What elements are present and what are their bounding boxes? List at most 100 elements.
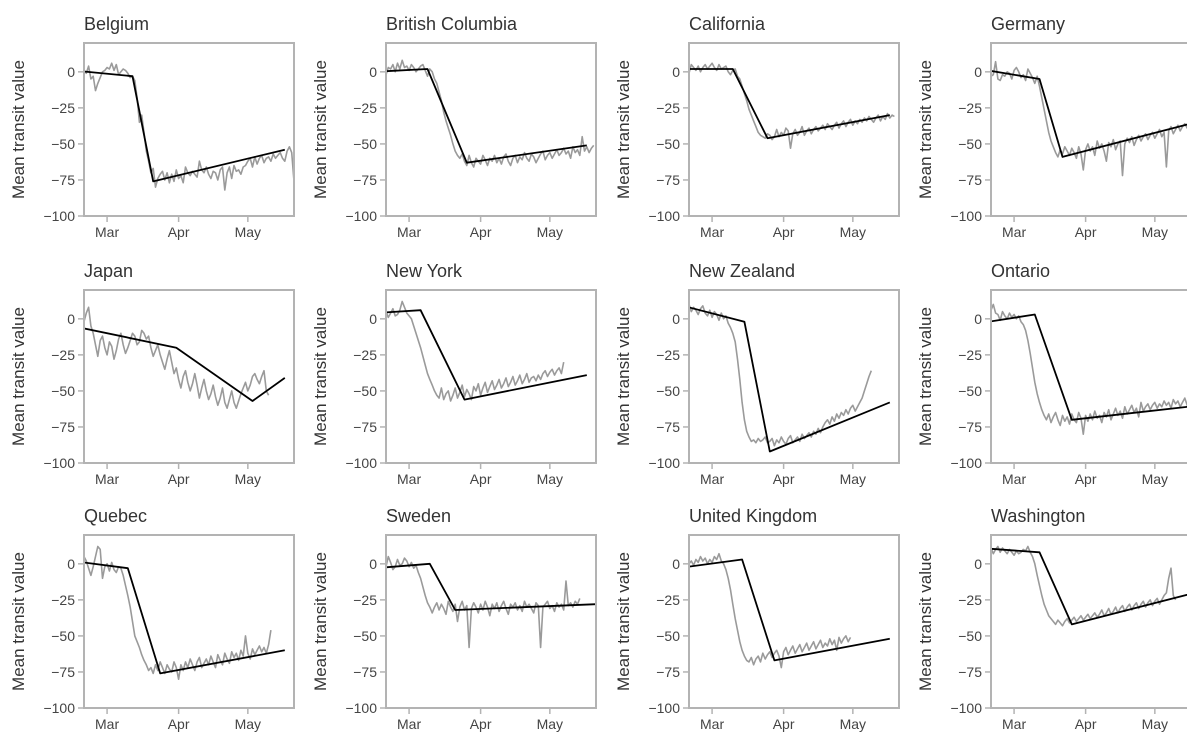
x-tick-label: Apr (1075, 716, 1097, 732)
x-tick-label: Apr (773, 716, 795, 732)
y-tick-label: −75 (656, 172, 680, 188)
x-tick-label: Mar (95, 716, 119, 732)
y-tick-label: −50 (656, 628, 680, 644)
y-tick-label: −100 (345, 700, 377, 716)
y-tick-label: −75 (353, 419, 377, 435)
y-tick-label: −25 (51, 592, 75, 608)
panel-title: Quebec (84, 506, 147, 526)
raw-series-line (991, 545, 1177, 627)
y-tick-label: 0 (67, 556, 75, 572)
x-tick-label: Mar (95, 471, 119, 487)
y-axis-label: Mean transit value (614, 60, 633, 199)
y-tick-label: −75 (51, 172, 75, 188)
x-tick-label: May (235, 716, 261, 732)
facet-panel: United Kingdom Mean transit value 0 −25 −50 −… (614, 506, 900, 732)
panel-frame (83, 42, 295, 217)
facet-panel: California Mean transit value 0 −25 −50 −75 −1… (614, 14, 900, 240)
y-tick-label: 0 (369, 64, 377, 80)
x-tick-label: Mar (95, 224, 119, 240)
x-tick-label: Apr (168, 224, 190, 240)
x-tick-label: Mar (700, 716, 724, 732)
panel-title: New Zealand (689, 261, 795, 281)
x-tick-label: May (840, 224, 866, 240)
fit-series-line (991, 313, 1187, 421)
x-tick-label: Mar (1002, 716, 1026, 732)
panel-title: California (689, 14, 766, 34)
y-tick-label: −50 (958, 383, 982, 399)
fit-series-line (84, 561, 285, 675)
x-tick-label: May (1142, 471, 1168, 487)
fit-series-line (689, 68, 890, 140)
fit-series-line (991, 70, 1187, 158)
y-tick-label: 0 (67, 64, 75, 80)
raw-series-line (991, 303, 1187, 436)
y-tick-label: 0 (974, 64, 982, 80)
panel-frame (385, 534, 597, 709)
raw-series-line (84, 62, 294, 191)
y-tick-label: −50 (656, 136, 680, 152)
y-tick-label: −75 (353, 664, 377, 680)
facet-panel: Japan Mean transit value 0 −25 −50 −75 −100 Mar… (9, 261, 295, 487)
y-tick-label: 0 (369, 311, 377, 327)
y-tick-label: 0 (672, 556, 680, 572)
panel-frame (688, 289, 900, 464)
x-tick-label: May (1142, 224, 1168, 240)
raw-series-line (84, 306, 270, 410)
y-tick-label: −100 (345, 208, 377, 224)
y-tick-label: −25 (958, 100, 982, 116)
panel-frame (990, 289, 1187, 464)
fit-series-line (84, 327, 286, 402)
raw-series-line (991, 60, 1187, 177)
fit-series-line (689, 306, 891, 453)
y-tick-label: −25 (656, 100, 680, 116)
y-tick-label: −75 (958, 172, 982, 188)
facet-panel: Sweden Mean transit value 0 −25 −50 −75 −100 Ma… (311, 506, 597, 732)
y-tick-label: 0 (974, 556, 982, 572)
x-tick-label: Mar (397, 224, 421, 240)
raw-series-line (689, 552, 852, 669)
y-tick-label: −25 (656, 592, 680, 608)
y-tick-label: −25 (51, 100, 75, 116)
panel-frame (83, 534, 295, 709)
y-axis-label: Mean transit value (614, 552, 633, 691)
fit-series-line (386, 562, 596, 611)
x-tick-label: Apr (773, 471, 795, 487)
y-tick-label: −100 (648, 700, 680, 716)
x-tick-label: Apr (773, 224, 795, 240)
y-tick-label: −50 (958, 136, 982, 152)
x-tick-label: Mar (1002, 471, 1026, 487)
x-tick-label: Mar (397, 716, 421, 732)
y-tick-label: −25 (958, 592, 982, 608)
x-tick-label: May (1142, 716, 1168, 732)
fit-series-line (689, 558, 890, 662)
y-tick-label: −25 (353, 100, 377, 116)
panel-title: Sweden (386, 506, 451, 526)
y-tick-label: −25 (353, 347, 377, 363)
x-tick-label: May (840, 716, 866, 732)
y-tick-label: −25 (51, 347, 75, 363)
panel-title: Belgium (84, 14, 149, 34)
facet-panel: New Zealand Mean transit value 0 −25 −50 −75 −… (614, 261, 900, 487)
facet-panel: New York Mean transit value 0 −25 −50 −75 −100… (311, 261, 597, 487)
raw-series-line (689, 303, 873, 447)
y-axis-label: Mean transit value (311, 552, 330, 691)
panel-title: Japan (84, 261, 133, 281)
y-tick-label: −100 (648, 455, 680, 471)
facet-panel: Washington Mean transit value 0 −25 −50 −75 −1… (916, 506, 1187, 732)
y-tick-label: −25 (958, 347, 982, 363)
y-tick-label: −25 (353, 592, 377, 608)
y-tick-label: −25 (656, 347, 680, 363)
x-tick-label: May (537, 471, 563, 487)
raw-series-line (386, 59, 595, 168)
y-tick-label: −100 (345, 455, 377, 471)
panel-title: New York (386, 261, 463, 281)
y-tick-label: −100 (648, 208, 680, 224)
y-tick-label: −75 (656, 664, 680, 680)
panel-frame (688, 534, 900, 709)
y-axis-label: Mean transit value (916, 307, 935, 446)
y-axis-label: Mean transit value (9, 307, 28, 446)
x-tick-label: Apr (168, 716, 190, 732)
facet-panel: Belgium Mean transit value 0 −25 −50 −75 −100 M… (9, 14, 295, 240)
fit-series-line (991, 547, 1187, 626)
